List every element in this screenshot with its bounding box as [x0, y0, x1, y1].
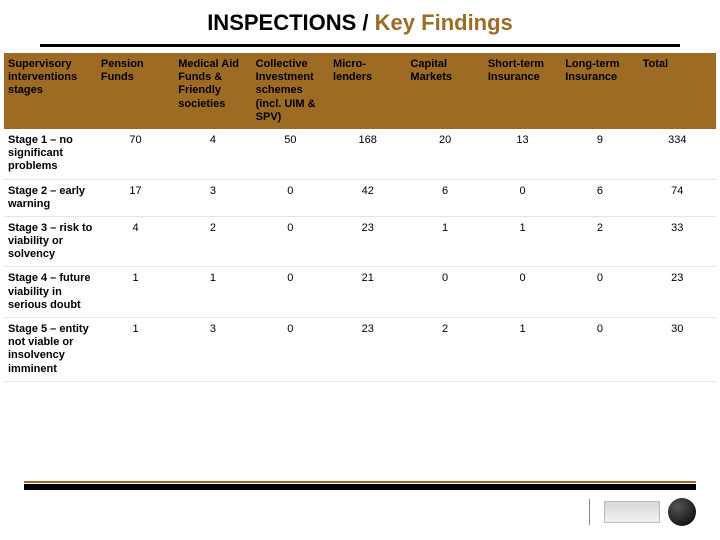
cell-value: 2	[561, 216, 638, 267]
cell-value: 6	[406, 179, 483, 216]
cell-value: 168	[329, 129, 406, 179]
col-header-long: Long-term Insurance	[561, 53, 638, 129]
cell-value: 0	[406, 267, 483, 318]
cell-total: 334	[639, 129, 716, 179]
cell-value: 21	[329, 267, 406, 318]
col-header-micro: Micro-lenders	[329, 53, 406, 129]
cell-total: 74	[639, 179, 716, 216]
title-part-2: Key Findings	[375, 10, 513, 35]
cell-value: 0	[484, 179, 561, 216]
cell-value: 1	[97, 267, 174, 318]
col-header-stage: Supervisory interventions stages	[4, 53, 97, 129]
cell-value: 1	[484, 318, 561, 382]
findings-table-wrap: Supervisory interventions stages Pension…	[4, 53, 716, 382]
cell-value: 1	[174, 267, 251, 318]
footer-divider-bar	[24, 484, 696, 490]
cell-value: 1	[406, 216, 483, 267]
logo-separator	[589, 499, 590, 525]
cell-value: 17	[97, 179, 174, 216]
cell-value: 2	[174, 216, 251, 267]
col-header-total: Total	[639, 53, 716, 129]
cell-value: 2	[406, 318, 483, 382]
cell-stage: Stage 5 – entity not viable or insolvenc…	[4, 318, 97, 382]
cell-total: 30	[639, 318, 716, 382]
cell-value: 4	[97, 216, 174, 267]
table-row: Stage 2 – early warning 17 3 0 42 6 0 6 …	[4, 179, 716, 216]
cell-value: 3	[174, 318, 251, 382]
table-row: Stage 3 – risk to viability or solvency …	[4, 216, 716, 267]
cell-value: 0	[252, 179, 329, 216]
cell-value: 0	[252, 267, 329, 318]
cell-stage: Stage 4 – future viability in serious do…	[4, 267, 97, 318]
col-header-short: Short-term Insurance	[484, 53, 561, 129]
cell-value: 20	[406, 129, 483, 179]
cell-value: 4	[174, 129, 251, 179]
title-part-1: INSPECTIONS /	[207, 10, 374, 35]
cell-value: 0	[252, 318, 329, 382]
cell-value: 1	[484, 216, 561, 267]
cell-value: 0	[252, 216, 329, 267]
col-header-medaid: Medical Aid Funds & Friendly societies	[174, 53, 251, 129]
slide: INSPECTIONS / Key Findings Supervisory i…	[0, 0, 720, 540]
cell-total: 33	[639, 216, 716, 267]
findings-table: Supervisory interventions stages Pension…	[4, 53, 716, 382]
cell-value: 0	[561, 318, 638, 382]
cell-stage: Stage 1 – no significant problems	[4, 129, 97, 179]
cell-stage: Stage 3 – risk to viability or solvency	[4, 216, 97, 267]
cell-value: 3	[174, 179, 251, 216]
cell-total: 23	[639, 267, 716, 318]
col-header-capital: Capital Markets	[406, 53, 483, 129]
cell-value: 23	[329, 318, 406, 382]
org-logo-icon	[604, 501, 660, 523]
cell-value: 50	[252, 129, 329, 179]
table-row: Stage 4 – future viability in serious do…	[4, 267, 716, 318]
cell-value: 1	[97, 318, 174, 382]
cell-value: 23	[329, 216, 406, 267]
table-header-row: Supervisory interventions stages Pension…	[4, 53, 716, 129]
seal-badge-icon	[668, 498, 696, 526]
cell-value: 70	[97, 129, 174, 179]
footer-logos	[589, 498, 696, 526]
cell-value: 6	[561, 179, 638, 216]
title-underline	[40, 44, 680, 47]
cell-value: 13	[484, 129, 561, 179]
cell-stage: Stage 2 – early warning	[4, 179, 97, 216]
col-header-collective: Collective Investment schemes (incl. UIM…	[252, 53, 329, 129]
cell-value: 42	[329, 179, 406, 216]
cell-value: 0	[484, 267, 561, 318]
col-header-pension: Pension Funds	[97, 53, 174, 129]
cell-value: 0	[561, 267, 638, 318]
cell-value: 9	[561, 129, 638, 179]
table-row: Stage 5 – entity not viable or insolvenc…	[4, 318, 716, 382]
slide-title: INSPECTIONS / Key Findings	[0, 0, 720, 36]
table-row: Stage 1 – no significant problems 70 4 5…	[4, 129, 716, 179]
